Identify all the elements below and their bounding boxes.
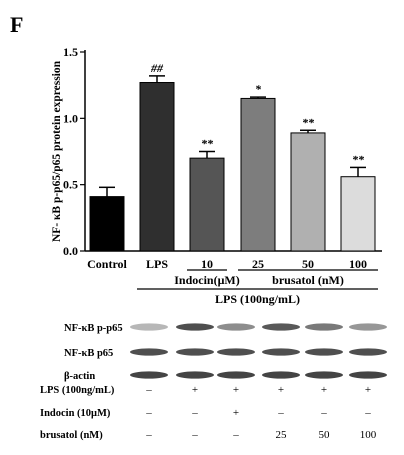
- treatment-value: +: [278, 384, 284, 396]
- category-label: Control: [87, 257, 127, 271]
- treatment-value: –: [145, 429, 152, 441]
- treatment-value: –: [232, 429, 239, 441]
- treatment-value: +: [192, 384, 198, 396]
- treatment-value: –: [277, 407, 284, 419]
- significance-label: **: [201, 137, 214, 151]
- blot-band: [262, 348, 300, 356]
- significance-label: ##: [150, 61, 164, 75]
- blot-band: [130, 371, 168, 379]
- blot-band: [349, 371, 387, 379]
- significance-label: **: [302, 115, 315, 129]
- treatment-value: –: [145, 407, 152, 419]
- category-label: LPS: [146, 257, 168, 271]
- treatment-value: 50: [319, 429, 331, 441]
- treatment-value: 100: [360, 429, 377, 441]
- treatment-value: +: [233, 384, 239, 396]
- blot-band: [176, 348, 214, 356]
- treatment-value: –: [364, 407, 371, 419]
- treatment-value: –: [191, 429, 198, 441]
- bar: [340, 176, 376, 252]
- panel-label: F: [10, 12, 23, 37]
- blot-band: [217, 323, 255, 331]
- bar: [290, 132, 326, 252]
- treatment-value: 25: [276, 429, 288, 441]
- significance-label: *: [255, 82, 262, 96]
- treatment-value: –: [145, 384, 152, 396]
- y-tick-label: 0.0: [63, 244, 78, 258]
- blot-band: [305, 348, 343, 356]
- treatment-value: +: [321, 384, 327, 396]
- western-blot: NF-κB p-p65 NF-κB p65 β-actin LPS (100ng/mL…: [40, 323, 387, 441]
- y-axis-label: NF- κB p-p65/p65 protein expression: [51, 60, 63, 242]
- significance-label: **: [352, 152, 365, 166]
- blot-band: [130, 348, 168, 356]
- category-label: 10: [201, 257, 213, 271]
- bar: [240, 97, 276, 252]
- blot-row-label: NF-κB p65: [64, 348, 113, 359]
- blot-band: [349, 348, 387, 356]
- blot-band: [130, 323, 168, 331]
- y-tick-label: 1.5: [63, 45, 78, 59]
- treatment-label: brusatol (nM): [40, 430, 103, 441]
- blot-band: [217, 348, 255, 356]
- bar: [89, 196, 125, 252]
- treatment-label: LPS (100ng/mL): [40, 385, 115, 396]
- bar: [139, 82, 175, 252]
- bar: [189, 157, 225, 252]
- treatment-value: –: [191, 407, 198, 419]
- blot-band: [262, 371, 300, 379]
- y-tick-label: 1.0: [63, 111, 78, 125]
- treatment-value: +: [365, 384, 371, 396]
- blot-band: [305, 371, 343, 379]
- category-label: 100: [349, 257, 367, 271]
- blot-band: [176, 371, 214, 379]
- bar-chart: 0.0 0.5 1.0 1.5NF- κB p-p65/p65 protein exp…: [51, 45, 382, 306]
- blot-band: [176, 323, 214, 331]
- blot-band: [217, 371, 255, 379]
- blot-row-label: β-actin: [64, 371, 95, 382]
- treatment-label: Indocin (10μM): [40, 408, 111, 419]
- treatment-value: +: [233, 407, 239, 419]
- group-label: Indocin(μM): [174, 273, 239, 287]
- group-label: LPS (100ng/mL): [215, 292, 300, 306]
- blot-band: [262, 323, 300, 331]
- blot-row-label: NF-κB p-p65: [64, 323, 123, 334]
- blot-band: [305, 323, 343, 331]
- y-tick-label: 0.5: [63, 178, 78, 192]
- blot-band: [349, 323, 387, 331]
- treatment-value: –: [320, 407, 327, 419]
- group-label: brusatol (nM): [272, 273, 344, 287]
- category-label: 50: [302, 257, 314, 271]
- category-label: 25: [252, 257, 264, 271]
